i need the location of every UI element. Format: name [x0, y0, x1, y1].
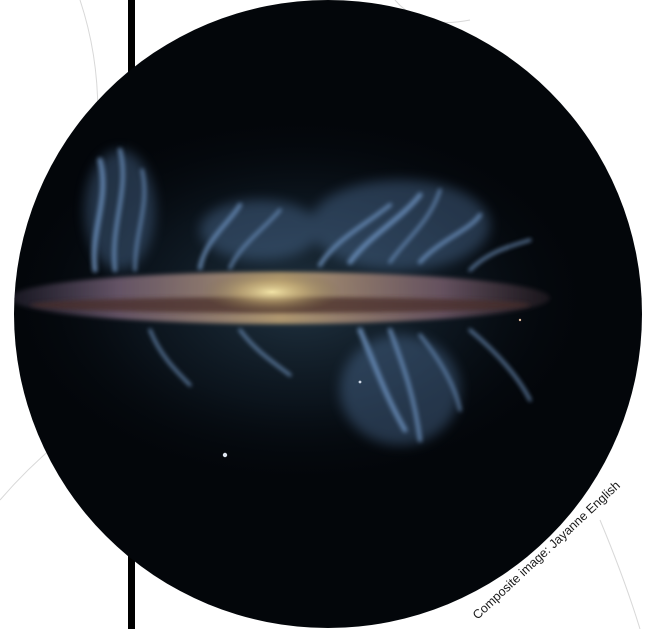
star	[358, 380, 362, 384]
star	[518, 318, 522, 322]
star	[222, 452, 228, 458]
galactic-core	[202, 270, 342, 314]
